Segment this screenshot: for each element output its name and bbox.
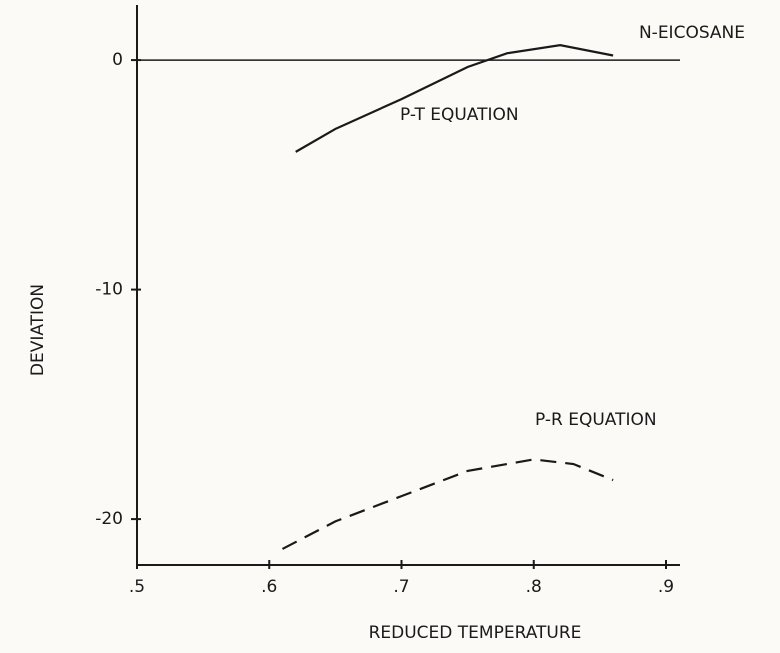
x-axis-label: REDUCED TEMPERATURE — [369, 623, 582, 643]
x-tick-label: .9 — [658, 577, 674, 597]
series-label: P-T EQUATION — [400, 105, 519, 125]
y-axis-label: DEVIATION — [28, 284, 48, 376]
x-tick-label: .5 — [129, 577, 145, 597]
x-tick-label: .7 — [393, 577, 409, 597]
x-tick-label: .8 — [526, 577, 542, 597]
series-label: P-R EQUATION — [535, 410, 657, 430]
y-tick-label: -20 — [95, 509, 123, 529]
y-tick-label: 0 — [112, 50, 123, 70]
series-line — [281, 458, 614, 550]
annotation: N-EICOSANE — [639, 23, 745, 43]
y-tick-label: -10 — [95, 280, 123, 300]
axes — [136, 5, 680, 566]
x-tick-label: .6 — [261, 577, 277, 597]
series-line — [295, 44, 614, 153]
